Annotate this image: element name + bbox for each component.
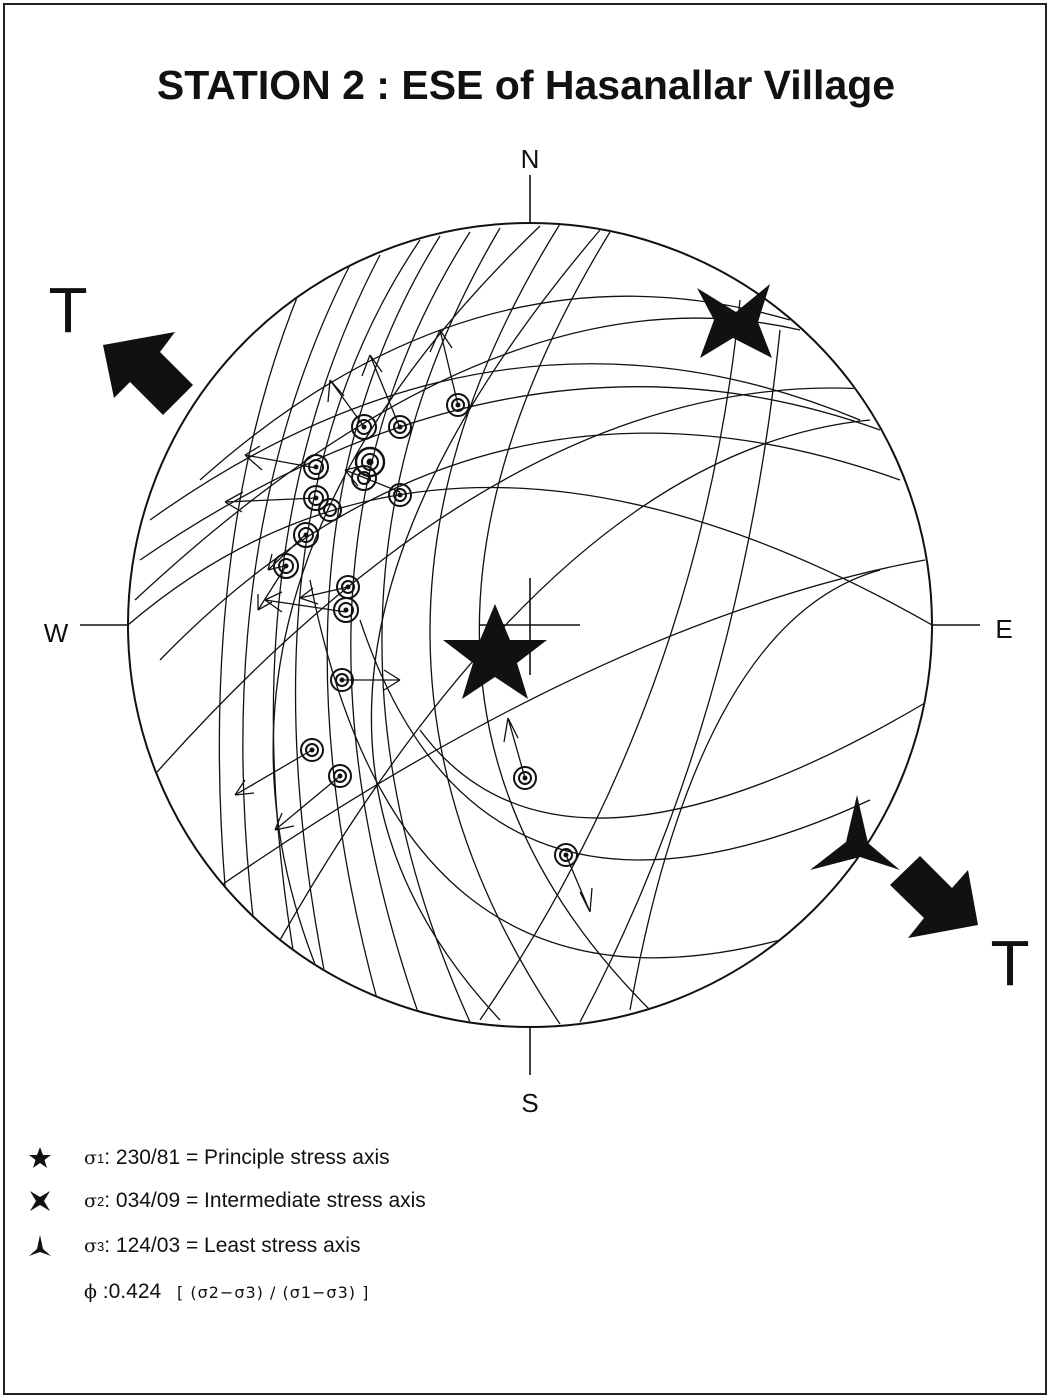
slip-arrow bbox=[234, 749, 313, 796]
sigma1-sub: 1 bbox=[96, 1150, 105, 1166]
fault-pole bbox=[351, 414, 377, 440]
fault-pole bbox=[318, 498, 342, 522]
great-circle bbox=[309, 579, 781, 959]
east-label: E bbox=[995, 614, 1012, 644]
sigma1-symbol: σ bbox=[84, 1147, 97, 1169]
great-circle bbox=[279, 419, 871, 941]
fault-pole bbox=[351, 465, 377, 491]
great-circle bbox=[478, 231, 651, 1011]
phi-formula: [ (σ2−σ3) / (σ1−σ3) ] bbox=[177, 1283, 370, 1302]
sigma2-text: : 034/09 = Intermediate stress axis bbox=[104, 1189, 426, 1212]
great-circle bbox=[579, 329, 781, 1023]
sigma3-star-icon bbox=[810, 795, 900, 870]
fault-pole bbox=[330, 668, 354, 692]
great-circle bbox=[149, 387, 881, 781]
slip-arrow bbox=[361, 354, 401, 429]
sigma3-symbol: σ bbox=[84, 1235, 97, 1257]
slip-arrow bbox=[342, 669, 401, 691]
great-circle bbox=[359, 619, 871, 861]
fault-pole bbox=[336, 575, 360, 599]
fault-pole bbox=[554, 843, 578, 867]
sigma3-text: : 124/03 = Least stress axis bbox=[104, 1234, 361, 1257]
four-point-star-icon bbox=[30, 1191, 50, 1211]
sigma3-sub: 3 bbox=[96, 1238, 105, 1254]
slip-arrow bbox=[274, 775, 341, 831]
fault-pole bbox=[273, 553, 299, 579]
three-point-star-icon bbox=[29, 1235, 51, 1256]
fault-pole bbox=[513, 766, 537, 790]
figure-title: STATION 2 : ESE of Hasanallar Village bbox=[156, 62, 896, 108]
sigma2-sub: 2 bbox=[96, 1193, 105, 1209]
great-circle bbox=[479, 299, 741, 1021]
great-circle bbox=[199, 559, 926, 901]
fault-pole bbox=[300, 738, 324, 762]
great-circle bbox=[629, 569, 881, 1011]
great-circle bbox=[350, 231, 471, 1019]
sigma1-star-icon bbox=[443, 604, 547, 699]
great-circle bbox=[419, 699, 931, 819]
north-label: N bbox=[521, 144, 540, 174]
great-circle bbox=[134, 317, 801, 601]
great-circle bbox=[139, 386, 881, 561]
fault-pole bbox=[303, 454, 329, 480]
fault-pole bbox=[333, 597, 359, 623]
phi-value: :0.424 bbox=[102, 1280, 162, 1303]
sigma2-star-icon bbox=[697, 284, 772, 358]
fault-pole bbox=[293, 522, 319, 548]
fault-pole bbox=[388, 483, 412, 507]
great-circle bbox=[429, 224, 561, 1025]
fault-pole bbox=[303, 485, 329, 511]
tension-arrow-se-icon bbox=[890, 856, 978, 938]
tension-label-se: T bbox=[990, 927, 1029, 999]
tension-arrow-nw-icon bbox=[103, 332, 193, 415]
slip-arrow bbox=[327, 379, 366, 429]
slip-arrow bbox=[429, 329, 459, 406]
great-circle bbox=[199, 295, 791, 481]
great-circle bbox=[242, 264, 351, 971]
slip-arrow bbox=[264, 591, 347, 613]
great-circle bbox=[294, 239, 421, 1001]
fault-pole bbox=[388, 415, 412, 439]
great-circle bbox=[272, 225, 541, 1001]
slip-arrow bbox=[503, 717, 526, 779]
phi-row: ϕ :0.424 [ (σ2−σ3) / (σ1−σ3) ] bbox=[84, 1280, 369, 1304]
west-label: W bbox=[44, 618, 69, 648]
great-circle bbox=[370, 229, 601, 1021]
five-point-star-icon bbox=[29, 1147, 51, 1168]
sigma1-text: : 230/81 = Principle stress axis bbox=[104, 1146, 390, 1169]
sigma2-symbol: σ bbox=[84, 1190, 97, 1212]
fault-pole bbox=[446, 393, 470, 417]
tension-label-nw: T bbox=[48, 274, 87, 346]
slip-arrow bbox=[224, 491, 317, 513]
great-circle bbox=[326, 235, 441, 1011]
fault-poles bbox=[273, 393, 578, 867]
slip-arrow bbox=[565, 854, 593, 913]
phi-symbol: ϕ bbox=[84, 1281, 97, 1303]
slip-arrows bbox=[224, 329, 593, 913]
great-circle bbox=[218, 289, 301, 941]
fault-pole bbox=[328, 764, 352, 788]
great-circle bbox=[272, 254, 381, 991]
slip-arrow bbox=[299, 586, 349, 605]
figure-frame bbox=[3, 3, 1047, 1395]
great-circle bbox=[159, 432, 901, 661]
south-label: S bbox=[521, 1088, 538, 1118]
